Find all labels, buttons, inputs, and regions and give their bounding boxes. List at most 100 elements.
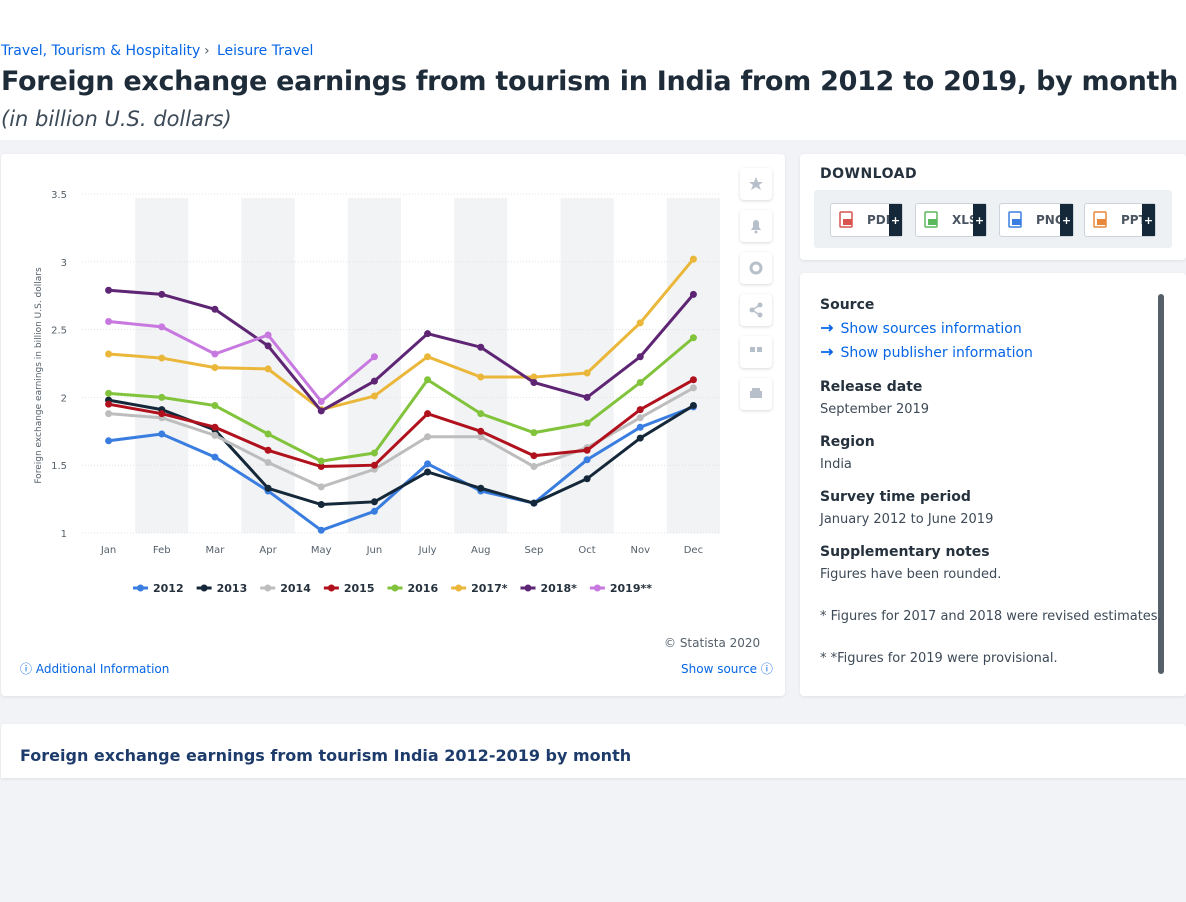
download-format: PNG [1036, 213, 1065, 227]
data-point [583, 475, 591, 483]
legend-swatch-dot [137, 584, 144, 592]
data-point [105, 350, 113, 358]
legend-label: 2014 [280, 582, 311, 595]
data-point [105, 317, 113, 325]
data-point [264, 342, 272, 350]
additional-info-link[interactable]: ⓘ Additional Information [20, 662, 170, 676]
data-point [158, 393, 166, 401]
related-title: Foreign exchange earnings from tourism I… [20, 746, 632, 765]
download-format: PDF [867, 213, 894, 227]
favorite-button[interactable] [740, 168, 772, 200]
x-tick-label: Apr [259, 545, 277, 556]
data-point [370, 461, 378, 469]
x-tick-label: July [418, 545, 437, 556]
data-point [636, 319, 644, 327]
note: * Figures for 2017 and 2018 were revised… [820, 609, 1162, 624]
y-axis-label: Foreign exchange earnings in billion U.S… [34, 267, 44, 484]
series-line [108, 258, 695, 412]
data-point [583, 419, 591, 427]
data-point [424, 376, 432, 384]
data-point [105, 286, 113, 294]
print-button[interactable] [740, 378, 772, 410]
data-point [583, 369, 591, 377]
download-button[interactable]: PPT + [1084, 203, 1156, 237]
data-point [689, 376, 697, 384]
data-point [689, 384, 697, 392]
legend-item: 2013 [196, 582, 247, 595]
data-point [264, 331, 272, 339]
cite-button[interactable] [740, 336, 772, 368]
data-point [530, 452, 538, 460]
data-point [424, 460, 432, 468]
data-point [105, 400, 113, 408]
legend-label: 2019** [610, 582, 652, 595]
header-area [0, 0, 1186, 140]
download-plus: + [889, 204, 902, 236]
download-button[interactable]: PNG + [999, 203, 1074, 237]
data-point [530, 463, 538, 471]
series-line [108, 378, 695, 469]
legend-item: 2018* [520, 582, 577, 595]
data-point [211, 305, 219, 313]
page-title: Foreign exchange earnings from tourism i… [1, 66, 1179, 97]
legend-item: 2016 [387, 582, 438, 595]
data-point [264, 365, 272, 373]
data-point [158, 410, 166, 418]
settings-button[interactable] [740, 252, 772, 284]
data-point [158, 354, 166, 362]
y-tick-label: 3 [61, 258, 67, 269]
download-format: XLS [952, 213, 978, 227]
legend-swatch-dot [593, 584, 601, 592]
breadcrumb-link[interactable]: Travel, Tourism & Hospitality [1, 43, 201, 59]
column-band [666, 198, 720, 533]
data-point [530, 378, 538, 386]
note: * *Figures for 2019 were provisional. [820, 651, 1058, 666]
x-tick-label: Dec [684, 545, 703, 556]
data-point [370, 392, 378, 400]
x-tick-label: May [311, 545, 332, 556]
data-point [477, 410, 485, 418]
download-heading: DOWNLOAD [820, 166, 918, 182]
download-button[interactable]: PDF + [830, 203, 903, 237]
legend-label: 2015 [344, 582, 375, 595]
legend-swatch-dot [524, 584, 532, 592]
data-point [424, 410, 432, 418]
data-point [689, 290, 697, 298]
show-source-link[interactable]: Show source ⓘ [681, 662, 773, 676]
data-point [264, 446, 272, 454]
data-point [105, 389, 113, 397]
scrollbar[interactable] [1158, 294, 1164, 674]
download-button[interactable]: XLS + [915, 203, 987, 237]
legend-swatch-dot [327, 584, 335, 592]
legend-label: 2017* [471, 582, 508, 595]
legend-item: 2015 [323, 582, 375, 595]
data-point [317, 483, 325, 491]
data-point [477, 484, 485, 492]
legend-swatch-dot [455, 584, 463, 592]
data-point [636, 414, 644, 422]
x-tick-label: Feb [153, 545, 171, 556]
data-point [264, 430, 272, 438]
data-point [636, 406, 644, 414]
data-point [370, 498, 378, 506]
x-tick-label: Nov [630, 545, 650, 556]
data-point [477, 427, 485, 435]
x-tick-label: Aug [471, 545, 491, 556]
share-button[interactable] [740, 294, 772, 326]
x-tick-label: Oct [578, 545, 595, 556]
column-band [454, 198, 508, 533]
data-point [636, 434, 644, 442]
data-point [105, 410, 113, 418]
data-point [530, 429, 538, 437]
publisher-link[interactable]: Show publisher information [820, 345, 1033, 361]
data-point [211, 364, 219, 372]
source-link[interactable]: Show sources information [820, 321, 1022, 337]
breadcrumb-link[interactable]: Leisure Travel [217, 43, 314, 59]
data-point [264, 458, 272, 466]
download-plus: + [1142, 204, 1155, 236]
show-source-text: Show source [681, 662, 758, 676]
alert-button[interactable] [740, 210, 772, 242]
breadcrumb-separator: › [204, 43, 210, 59]
series-line [108, 288, 695, 413]
